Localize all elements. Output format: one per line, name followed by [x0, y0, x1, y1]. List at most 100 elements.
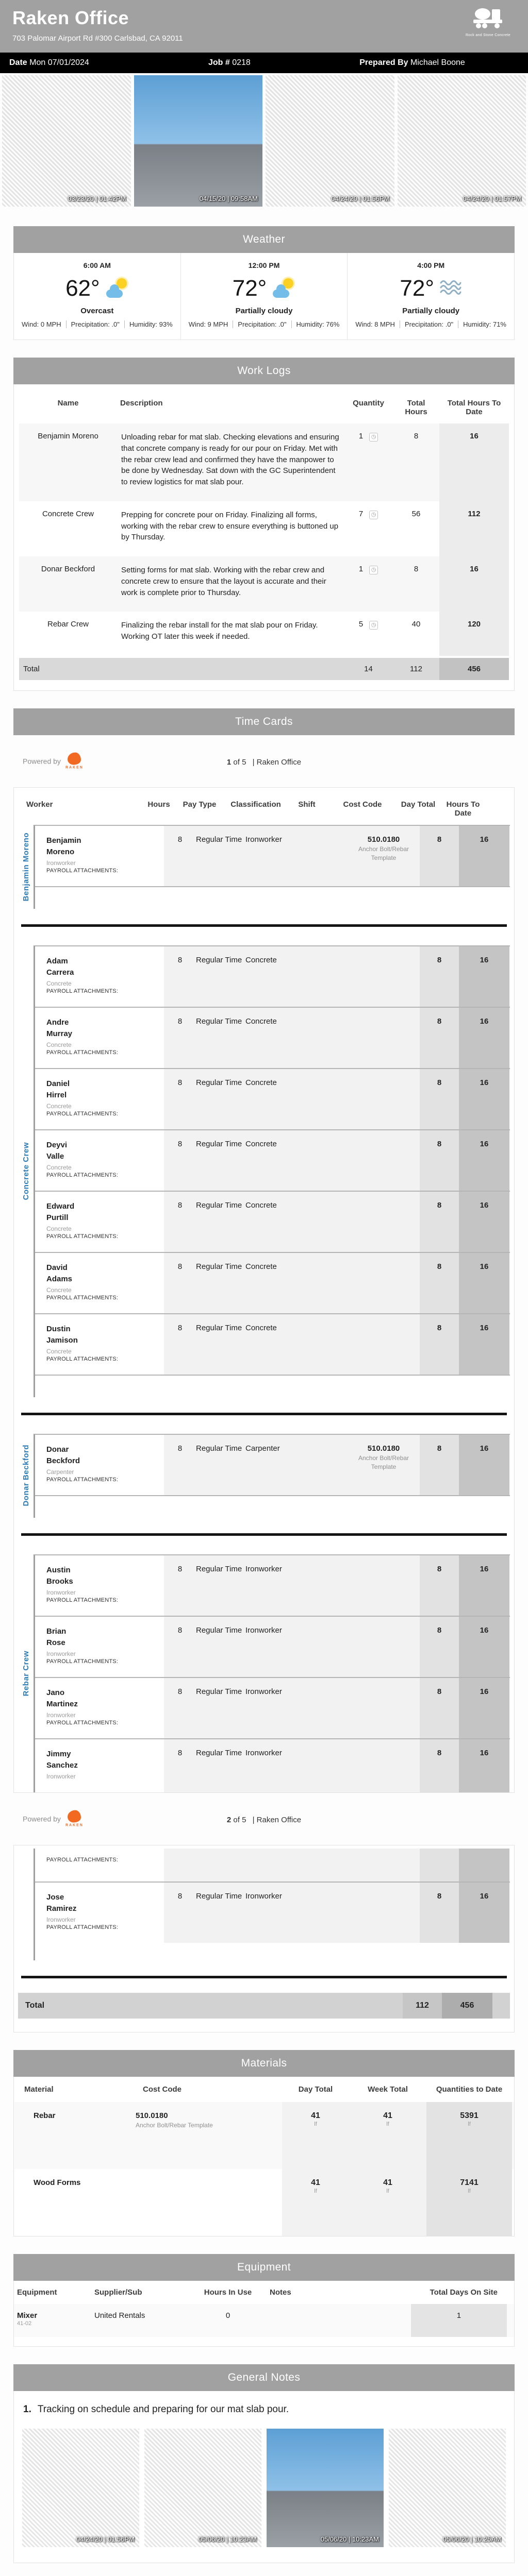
clock-icon: ◷ — [369, 510, 378, 519]
company-address: 703 Palomar Airport Rd #300 Carlsbad, CA… — [12, 34, 183, 43]
materials-section: Materials Material Cost Code Day Total W… — [13, 2049, 515, 2236]
photo-timestamp: 04/24/20 | 01:56PM — [76, 2535, 135, 2544]
company-logo-caption: Rock and Stone Concrete — [465, 33, 510, 37]
photo-timestamp: 05/06/20 | 10:23AM — [198, 2535, 257, 2544]
note-item: 1. Tracking on schedule and preparing for… — [23, 2403, 289, 2415]
clock-icon: ◷ — [369, 433, 378, 442]
photo-timestamp: 05/06/20 | 10:23AM — [320, 2535, 379, 2544]
timecard-row: David Adams Concrete PAYROLL ATTACHMENTS: 8… — [35, 1252, 510, 1314]
time-cards-section: Time Cards — [13, 708, 515, 735]
work-log-row: Rebar Crew Finalizing the rebar install … — [19, 612, 509, 656]
timecard-row: Jano Martinez Ironworker PAYROLL ATTACHMENT… — [35, 1677, 510, 1739]
timecard-row: Deyvi Valle Concrete PAYROLL ATTACHMENTS: 8… — [35, 1130, 510, 1192]
timecard-row: Andre Murray Concrete PAYROLL ATTACHMENTS: … — [35, 1007, 510, 1069]
site-photo: 05/06/20 | 10:25AM — [389, 2429, 506, 2548]
timecard-row: Daniel Hirrel Concrete PAYROLL ATTACHMENTS:… — [35, 1069, 510, 1130]
report-info-bar: Date Mon 07/01/2024 Job # 0218 Prepared … — [0, 53, 528, 73]
weather-entry-12pm: 12:00 PM 72° Partially cloudy Wind: 9 MP… — [180, 253, 348, 340]
time-cards-total-row: Total 112 456 — [18, 1992, 510, 2019]
work-log-row: Concrete Crew Prepping for concrete pour… — [19, 501, 509, 556]
report-date: Date Mon 07/01/2024 — [9, 58, 89, 67]
timecard-row-continuation: PAYROLL ATTACHMENTS: — [35, 1848, 510, 1883]
photo-timestamp: 04/24/20 | 01:56PM — [331, 195, 390, 202]
site-photo: 05/06/20 | 10:23AM — [267, 2429, 384, 2548]
group-label: Concrete Crew — [21, 1142, 30, 1200]
timecard-row: Jimmy Sanchez Ironworker 8 Regular Time Ir… — [35, 1739, 510, 1792]
timecard-row: Dustin Jamison Concrete PAYROLL ATTACHMENTS… — [35, 1314, 510, 1376]
timecard-row: Donar Beckford Carpenter PAYROLL ATTACHMENT… — [35, 1434, 510, 1496]
weather-entry-4pm: 4:00 PM 72° Partially cloudy Wind: 8 MPH… — [347, 253, 514, 340]
work-log-row: Benjamin Moreno Unloading rebar for mat … — [19, 423, 509, 501]
report-job-number: Job # 0218 — [208, 58, 251, 67]
work-log-row: Donar Beckford Setting forms for mat sla… — [19, 556, 509, 612]
general-notes-section-title: General Notes — [13, 2364, 515, 2391]
time-cards-section-title: Time Cards — [13, 708, 515, 735]
mixer-truck-icon — [469, 8, 506, 32]
group-label: Benjamin Moreno — [21, 832, 30, 901]
timecard-group-benjamin-moreno: Benjamin Moreno Benjamin Moreno Ironworker… — [14, 824, 514, 909]
work-logs-section-title: Work Logs — [13, 358, 515, 384]
weather-card: 6:00 AM 62° Overcast Wind: 0 MPH Precipit… — [13, 253, 515, 340]
raken-logo-icon: RAKEN — [65, 752, 84, 770]
clock-icon: ◷ — [369, 621, 378, 630]
materials-card: Material Cost Code Day Total Week Total … — [13, 2076, 515, 2236]
site-photo: 05/06/20 | 10:23AM — [144, 2429, 261, 2548]
material-row: Rebar 510.0180 Anchor Bolt/Rebar Template… — [14, 2102, 514, 2169]
company-logo: Rock and Stone Concrete — [466, 6, 510, 37]
time-cards-card-2: PAYROLL ATTACHMENTS: Jose Ramirez Ironwork… — [13, 1844, 515, 2032]
group-divider — [21, 1533, 507, 1536]
equipment-section: Equipment Equipment Supplier/Sub Hours I… — [13, 2253, 515, 2347]
page-break-1: Powered by RAKEN 1 of 5 | Raken Office — [0, 735, 528, 787]
weather-entry-6am: 6:00 AM 62° Overcast Wind: 0 MPH Precipit… — [14, 253, 180, 340]
timecard-row: Jose Ramirez Ironworker PAYROLL ATTACHMENTS… — [35, 1882, 510, 1943]
timecard-group-rebar-crew: Rebar Crew Austin Brooks Ironworker PAYROLL… — [14, 1554, 514, 1792]
photo-timestamp: 04/24/20 | 01:57PM — [463, 195, 521, 202]
page-break-2: Powered by RAKEN 2 of 5 | Raken Office — [0, 1793, 528, 1845]
group-divider — [21, 1975, 507, 1978]
partly-cloudy-icon — [105, 278, 129, 299]
timecard-row: Edward Purtill Concrete PAYROLL ATTACHMENTS… — [35, 1191, 510, 1253]
company-title: Raken Office — [12, 7, 129, 28]
equipment-section-title: Equipment — [13, 2253, 515, 2281]
work-logs-card: Name Description Quantity Total Hours To… — [13, 384, 515, 691]
general-notes-photos: 04/24/20 | 01:56PM 05/06/20 | 10:23AM 05… — [14, 2420, 514, 2563]
materials-section-title: Materials — [13, 2049, 515, 2077]
powered-by-raken: Powered by RAKEN — [23, 752, 84, 770]
timecard-row: Brian Rose Ironworker PAYROLL ATTACHMENTS: … — [35, 1616, 510, 1678]
time-cards-table-page-1: Worker Hours Pay Type Classification Shi… — [13, 787, 515, 1793]
time-cards-table-page-2: PAYROLL ATTACHMENTS: Jose Ramirez Ironwork… — [13, 1844, 515, 2032]
equipment-card: Equipment Supplier/Sub Hours In Use Note… — [13, 2280, 515, 2347]
wind-waves-icon — [439, 279, 462, 299]
general-notes-card: 1. Tracking on schedule and preparing for… — [13, 2391, 515, 2564]
site-photo: 04/24/20 | 01:57PM — [397, 75, 526, 207]
site-photo: 04/15/20 | 09:58AM — [134, 75, 262, 207]
equipment-header-row: Equipment Supplier/Sub Hours In Use Note… — [17, 2287, 498, 2297]
site-photo: 04/24/20 | 01:56PM — [22, 2429, 139, 2548]
material-row: Wood Forms 41 lf 41 lf 7141 lf — [14, 2168, 514, 2236]
photo-timestamp: 05/06/20 | 10:25AM — [442, 2535, 501, 2544]
equipment-row: Mixer 41-02 United Rentals 0 1 — [14, 2303, 514, 2337]
group-divider — [21, 1412, 507, 1415]
header-photo-strip: 03/23/20 | 01:42PM 04/15/20 | 09:58AM 04… — [0, 73, 528, 209]
general-notes-section: General Notes 1. Tracking on schedule and… — [13, 2364, 515, 2564]
site-photo: 03/23/20 | 01:42PM — [2, 75, 131, 207]
group-label: Rebar Crew — [21, 1650, 30, 1696]
report-header: Raken Office 703 Palomar Airport Rd #300… — [0, 0, 528, 53]
clock-icon: ◷ — [369, 566, 378, 574]
powered-by-raken: Powered by RAKEN — [23, 1810, 84, 1827]
photo-timestamp: 04/15/20 | 09:58AM — [199, 195, 258, 202]
work-logs-section: Work Logs Name Description Quantity Tota… — [13, 358, 515, 691]
timecard-group-donar-beckford: Donar Beckford Donar Beckford Carpenter PAY… — [14, 1433, 514, 1518]
timecard-group-rebar-crew-cont: PAYROLL ATTACHMENTS: Jose Ramirez Ironwork… — [14, 1848, 514, 1960]
report-prepared-by: Prepared By Michael Boone — [359, 58, 465, 67]
timecard-row: Benjamin Moreno Ironworker PAYROLL ATTACHME… — [35, 825, 510, 887]
partly-cloudy-icon — [272, 278, 295, 299]
raken-logo-icon: RAKEN — [65, 1810, 84, 1827]
time-cards-card-1: Worker Hours Pay Type Classification Shi… — [13, 787, 515, 1793]
timecard-group-concrete-crew: Concrete Crew Adam Carrera Concrete PAYROLL… — [14, 945, 514, 1397]
weather-section-title: Weather — [13, 226, 515, 253]
work-logs-header-row: Name Description Quantity Total Hours To… — [57, 399, 501, 416]
photo-timestamp: 03/23/20 | 01:42PM — [68, 195, 126, 202]
time-cards-header-row: Worker Hours Pay Type Classification Shi… — [26, 800, 480, 818]
timecard-row: Adam Carrera Concrete PAYROLL ATTACHMENTS: … — [35, 946, 510, 1008]
